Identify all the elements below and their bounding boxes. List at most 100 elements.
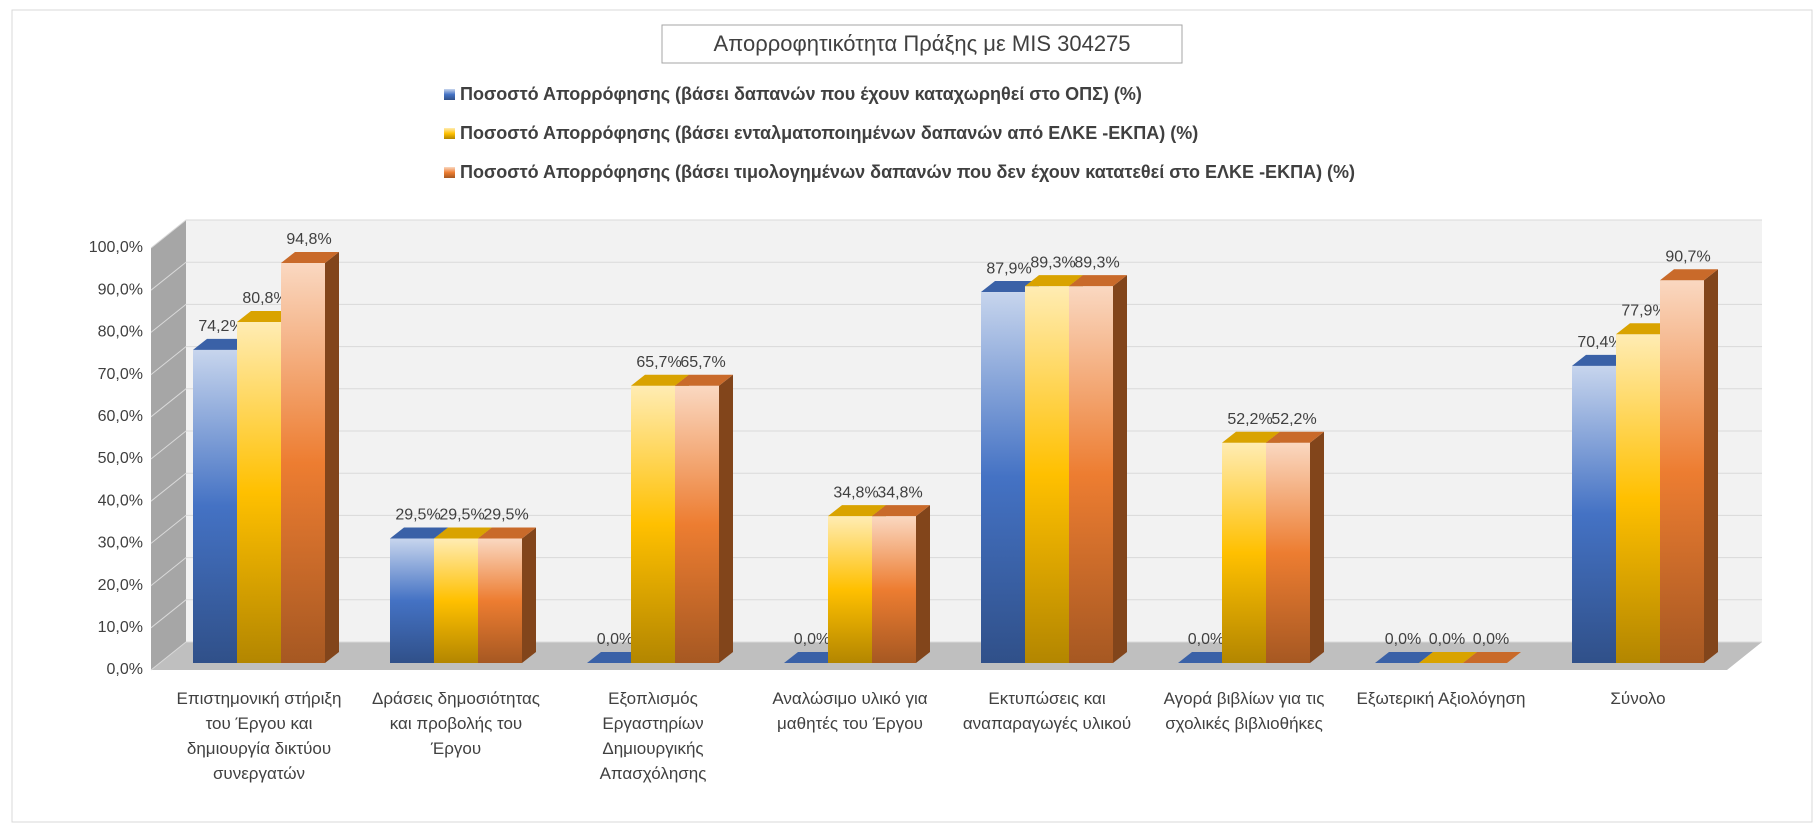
x-tick-label: Σύνολο: [1610, 689, 1666, 708]
x-tick-label: Αναλώσιμο υλικό για μαθητές του Έργου: [772, 689, 928, 733]
bar-top: [1222, 431, 1280, 443]
bar-top: [828, 505, 886, 517]
bar-side: [1310, 431, 1324, 663]
bar: [1660, 280, 1704, 663]
legend-label: Ποσοστό Απορρόφησης (βάσει τιμολογημένων…: [460, 162, 1355, 182]
bar-top: [1616, 323, 1674, 335]
bar-top: [237, 311, 295, 323]
bar: [193, 349, 237, 663]
value-label: 94,8%: [286, 231, 331, 248]
x-tick-label: Εξωτερική Αξιολόγηση: [1356, 689, 1526, 708]
bar-top: [1069, 275, 1127, 287]
bar: [478, 538, 522, 663]
bar: [1572, 365, 1616, 663]
bar: [390, 538, 434, 663]
bar-top: [631, 374, 689, 386]
bar-top: [1572, 354, 1630, 366]
value-label: 29,5%: [395, 507, 440, 524]
bar-top: [390, 527, 448, 539]
value-label: 29,5%: [439, 507, 484, 524]
bar: [1069, 286, 1113, 663]
bar: [631, 385, 675, 663]
bar: [828, 516, 872, 663]
y-tick-label: 80,0%: [98, 324, 143, 341]
bar-side: [719, 374, 733, 663]
value-label: 0,0%: [1385, 631, 1421, 648]
value-label: 0,0%: [794, 631, 830, 648]
chart-border: [11, 9, 1813, 823]
grid-line: [150, 430, 1762, 460]
bar-side: [1113, 275, 1127, 663]
value-label: 89,3%: [1030, 254, 1075, 271]
bar: [872, 516, 916, 663]
bar-top: [587, 652, 645, 663]
y-tick-label: 10,0%: [98, 619, 143, 636]
bar-side: [1704, 269, 1718, 663]
bar-top: [784, 652, 842, 663]
bar-top: [1463, 652, 1521, 663]
value-label: 89,3%: [1074, 254, 1119, 271]
x-tick-label: Εκτυπώσεις και αναπαραγωγές υλικού: [962, 689, 1132, 733]
bar: [1025, 286, 1069, 663]
value-label: 0,0%: [597, 631, 633, 648]
y-tick-label: 30,0%: [98, 535, 143, 552]
y-tick-label: 20,0%: [98, 577, 143, 594]
legend-label: Ποσοστό Απορρόφησης (βάσει ενταλματοποιη…: [460, 123, 1198, 143]
bar: [981, 292, 1025, 663]
bar-top: [281, 251, 339, 263]
value-label: 34,8%: [877, 484, 922, 501]
y-tick-label: 50,0%: [98, 450, 143, 467]
bar-top: [981, 281, 1039, 293]
grid-line: [150, 346, 1762, 375]
bar-top: [1178, 652, 1236, 663]
bar-top: [193, 338, 251, 350]
chart-title: Απορροφητικότητα Πράξης με MIS 304275: [713, 31, 1130, 56]
grid-line: [150, 388, 1762, 418]
value-label: 52,2%: [1227, 411, 1272, 428]
bar-top: [478, 527, 536, 539]
value-label: 77,9%: [1621, 302, 1666, 319]
x-tick-label: Δράσεις δημοσιότητας και προβολής του Έρ…: [372, 689, 540, 758]
y-tick-label: 60,0%: [98, 408, 143, 425]
x-tick-label: Εξοπλισμός Εργαστηρίων Δημιουργικής Απασ…: [599, 689, 707, 783]
bar-top: [675, 374, 733, 386]
grid-line: [150, 219, 1762, 249]
value-label: 65,7%: [680, 354, 725, 371]
y-tick-label: 90,0%: [98, 281, 143, 298]
grid-line: [150, 303, 1762, 333]
value-label: 34,8%: [833, 484, 878, 501]
value-label: 90,7%: [1665, 248, 1710, 265]
bar-top: [1419, 652, 1477, 663]
legend-label: Ποσοστό Απορρόφησης (βάσει δαπανών που έ…: [460, 84, 1142, 104]
bar: [675, 385, 719, 663]
value-label: 70,4%: [1577, 334, 1622, 351]
bar-side: [522, 527, 536, 663]
bar-top: [1660, 269, 1718, 281]
value-label: 0,0%: [1429, 631, 1465, 648]
bar-top: [1375, 652, 1433, 663]
grid-line: [150, 261, 1762, 291]
bar-top: [1266, 431, 1324, 443]
bar: [1266, 442, 1310, 663]
legend-marker: [444, 89, 455, 100]
value-label: 74,2%: [198, 318, 243, 335]
y-tick-label: 40,0%: [98, 492, 143, 509]
legend-marker: [444, 167, 455, 178]
bar-top: [1025, 275, 1083, 287]
value-label: 0,0%: [1188, 631, 1224, 648]
bar-top: [434, 527, 492, 539]
x-tick-label: Επιστημονική στήριξη του Έργου και δημιο…: [176, 689, 342, 783]
value-label: 0,0%: [1473, 631, 1509, 648]
bar-side: [916, 505, 930, 663]
legend-marker: [444, 128, 455, 139]
value-label: 65,7%: [636, 354, 681, 371]
x-tick-label: Αγορά βιβλίων για τις σχολικές βιβλιοθήκ…: [1163, 689, 1325, 733]
bar: [1616, 334, 1660, 663]
y-tick-label: 100,0%: [89, 239, 143, 256]
title-box: [661, 24, 1183, 64]
bar: [237, 322, 281, 663]
y-tick-label: 70,0%: [98, 366, 143, 383]
floor: [151, 642, 1762, 670]
